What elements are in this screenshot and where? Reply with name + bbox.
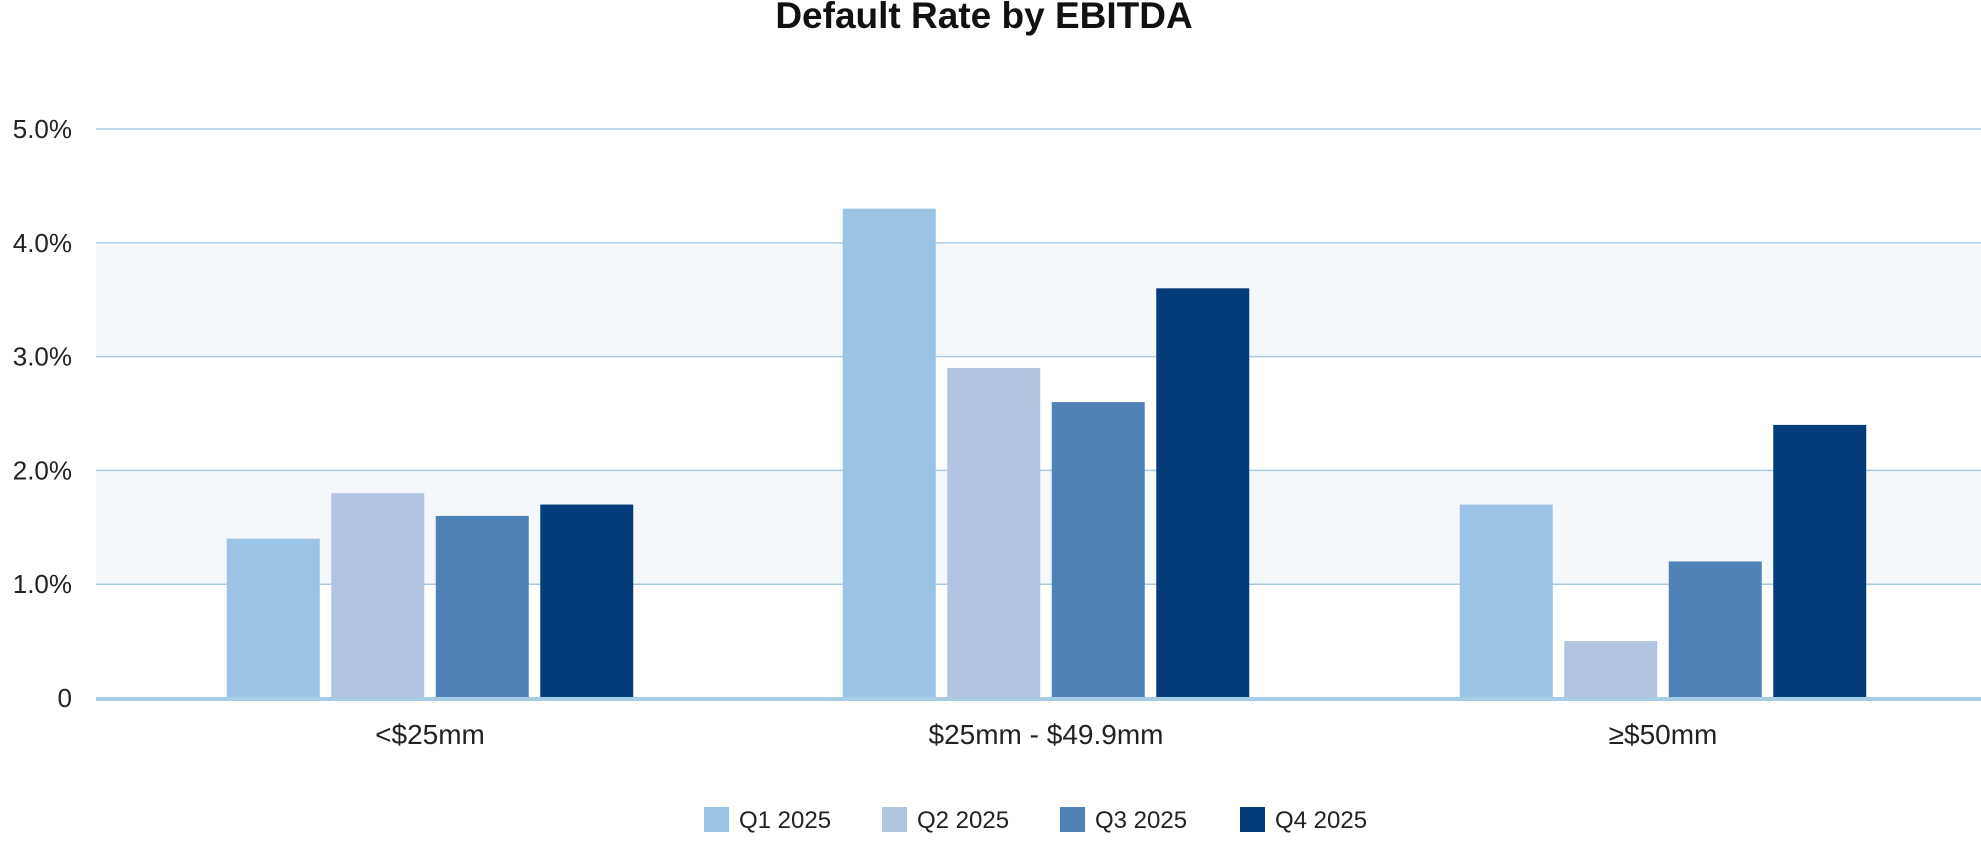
x-category-label: <$25mm	[375, 719, 485, 750]
background-band-2	[96, 242, 1981, 357]
y-tick-label: 4.0%	[13, 228, 72, 258]
legend-item: Q2 2025	[882, 807, 1009, 834]
legend-item: Q3 2025	[1060, 807, 1187, 834]
bar	[331, 493, 425, 698]
bar	[1156, 288, 1250, 698]
legend-swatch	[704, 807, 729, 832]
y-tick-label: 1.0%	[13, 569, 72, 599]
bar	[1773, 424, 1867, 698]
legend-item: Q4 2025	[1240, 807, 1367, 834]
bar	[540, 504, 634, 698]
y-axis-tick-labels: 0 1.0% 2.0% 3.0% 4.0% 5.0%	[13, 114, 72, 713]
x-axis-category-labels: <$25mm $25mm - $49.9mm ≥$50mm	[375, 719, 1717, 750]
legend: Q1 2025 Q2 2025 Q3 2025 Q4 2025	[704, 807, 1367, 834]
x-category-label: ≥$50mm	[1609, 719, 1718, 750]
bar	[435, 515, 529, 698]
y-tick-label: 0	[58, 683, 72, 713]
y-tick-label: 5.0%	[13, 114, 72, 144]
y-tick-label: 3.0%	[13, 342, 72, 372]
legend-swatch	[1060, 807, 1085, 832]
legend-swatch	[882, 807, 907, 832]
bar	[842, 208, 936, 698]
legend-label: Q3 2025	[1095, 807, 1187, 834]
bars	[226, 208, 1867, 698]
y-tick-label: 2.0%	[13, 455, 72, 485]
legend-label: Q1 2025	[739, 807, 831, 834]
bar	[226, 538, 320, 698]
legend-label: Q4 2025	[1275, 807, 1367, 834]
x-category-label: $25mm - $49.9mm	[929, 719, 1164, 750]
bar	[1564, 641, 1658, 698]
bar	[1459, 504, 1553, 698]
legend-item: Q1 2025	[704, 807, 831, 834]
chart-title: Default Rate by EBITDA	[775, 0, 1192, 36]
legend-swatch	[1240, 807, 1265, 832]
bar	[947, 367, 1041, 698]
legend-label: Q2 2025	[917, 807, 1009, 834]
bar	[1051, 402, 1145, 698]
bar	[1668, 561, 1762, 698]
